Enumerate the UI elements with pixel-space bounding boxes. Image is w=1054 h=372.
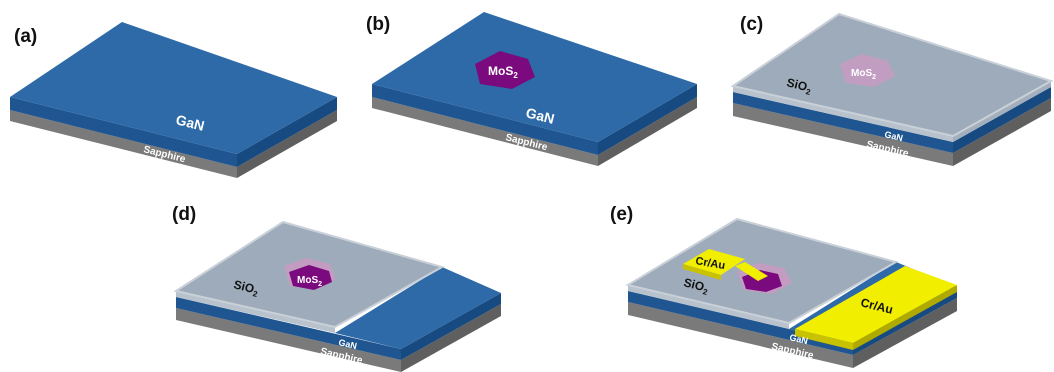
sio2-front-face (733, 86, 953, 142)
gan-label: GaN (789, 332, 809, 346)
gan-label: GaN (338, 337, 358, 351)
gan-top-face (335, 267, 501, 349)
panel-a: (a) GaN Sapphire (10, 22, 337, 178)
gan-front-face (372, 84, 598, 155)
panel-b: (b) MoS2 GaN Sapphire (366, 12, 697, 166)
gan-label: GaN (884, 129, 904, 143)
sapphire-front-face (628, 302, 853, 368)
gan-side-face (953, 87, 1051, 153)
sapphire-side-face (853, 298, 957, 368)
sio2-front-face (628, 285, 789, 329)
panel-c-label: (c) (740, 14, 763, 35)
sapphire-side-face (598, 97, 697, 166)
sapphire-front-face (733, 103, 953, 166)
left-contact-pad-front (683, 264, 721, 280)
sio2-front-face (176, 291, 335, 333)
sapphire-side-face (401, 304, 501, 372)
gan-side-face (401, 293, 501, 360)
panel-d-label: (d) (172, 204, 196, 225)
right-contact-front-face (795, 329, 853, 350)
sapphire-side-face (953, 98, 1051, 166)
right-contact-top-face (795, 266, 957, 343)
sapphire-front-face (176, 308, 401, 372)
sapphire-front-face (372, 97, 598, 166)
mos2-flake (475, 51, 535, 89)
gan-front-face (628, 291, 853, 355)
panel-b-label: (b) (366, 14, 390, 35)
left-contact-label: Cr/Au (694, 255, 726, 272)
gan-label: GaN (524, 104, 556, 126)
sapphire-side-face (237, 110, 337, 178)
panel-d: (d) MoS2 SiO2 GaN Sapphire (172, 204, 501, 372)
right-contact-side-face (853, 285, 957, 350)
sio2-side-face (953, 81, 1051, 142)
sio2-label: SiO2 (232, 277, 261, 299)
panel-e: (e) Cr/Au Cr/Au SiO2 GaN Sapphire (610, 204, 957, 368)
left-contact-finger (735, 262, 768, 281)
mos2-flake-faded (840, 54, 895, 87)
panel-e-label: (e) (610, 204, 633, 225)
left-contact-pad (683, 249, 745, 275)
gan-side-face (598, 84, 697, 155)
gan-front-face (733, 92, 953, 153)
mos2-flake (289, 265, 332, 290)
gan-front-face (10, 97, 237, 167)
mos2-label: MoS2 (488, 64, 518, 80)
mos2-label: MoS2 (297, 275, 322, 288)
mos2-label: MoS2 (851, 68, 876, 81)
panel-c: (c) MoS2 SiO2 GaN Sapphire (730, 12, 1054, 166)
sio2-label: SiO2 (682, 275, 711, 297)
panel-a-label: (a) (14, 26, 37, 47)
sapphire-front-face (10, 110, 237, 178)
gan-front-face (176, 297, 401, 360)
sio2-label: SiO2 (785, 75, 814, 97)
gan-top-face (10, 22, 337, 154)
gan-side-face (237, 97, 337, 167)
gan-label: GaN (174, 111, 206, 133)
